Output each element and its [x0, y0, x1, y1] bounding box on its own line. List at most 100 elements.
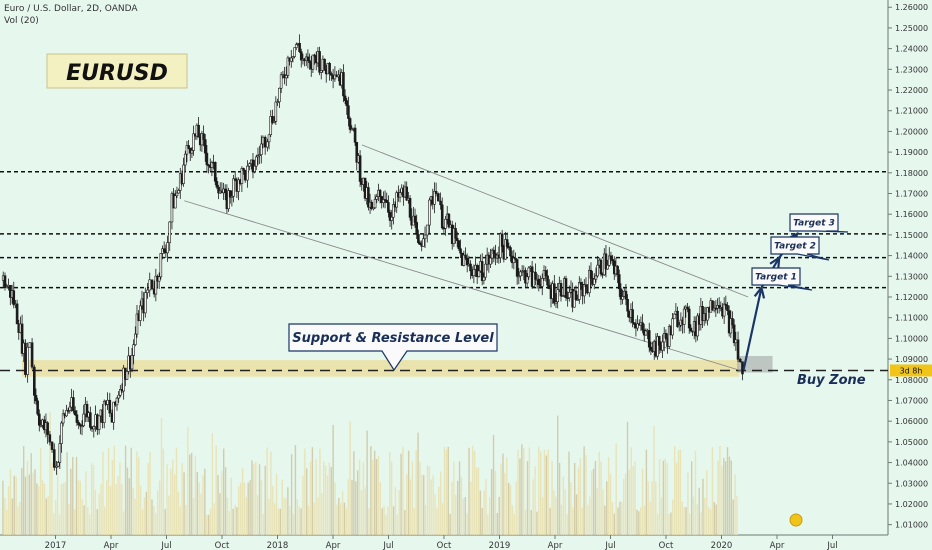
volume-bar	[138, 456, 140, 535]
candle-body	[5, 286, 9, 289]
volume-bar	[694, 450, 697, 535]
volume-bar	[22, 446, 25, 535]
candle-body	[148, 279, 152, 291]
volume-bar	[515, 481, 517, 535]
candle-body	[294, 44, 298, 48]
volume-bar	[730, 460, 733, 535]
candle-body	[125, 371, 129, 380]
candle-body	[584, 284, 588, 288]
price-tick-label: 1.10000	[895, 334, 928, 343]
volume-bar	[173, 474, 176, 535]
volume-bar	[558, 463, 561, 535]
volume-bar	[268, 498, 270, 535]
candle-body	[592, 278, 596, 285]
volume-bar	[724, 461, 727, 535]
candle-body	[134, 333, 137, 346]
volume-bar	[690, 461, 693, 535]
volume-bar	[713, 502, 716, 535]
volume-bar	[421, 474, 423, 535]
volume-bar	[24, 476, 27, 535]
candle-body	[454, 228, 457, 239]
volume-bar	[679, 449, 682, 535]
candle-body	[731, 318, 734, 326]
volume-bar	[204, 468, 206, 535]
volume-bar	[128, 478, 131, 535]
volume-bar	[307, 505, 310, 535]
volume-bar	[172, 459, 174, 535]
candle-body	[92, 426, 96, 430]
volume-bar	[666, 462, 668, 535]
candle-body	[293, 47, 296, 57]
volume-bar	[309, 461, 312, 535]
symbol-badge-box	[46, 53, 188, 89]
volume-bar	[436, 508, 438, 535]
candle-body	[579, 282, 583, 285]
volume-bar	[649, 501, 651, 535]
candle-body	[37, 413, 41, 426]
volume-bar	[324, 465, 327, 535]
time-tick-label: Apr	[104, 541, 119, 550]
volume-bar	[100, 484, 102, 535]
time-tick-label: 2018	[267, 541, 289, 550]
candle-body	[187, 145, 190, 149]
volume-bar	[466, 513, 468, 535]
volume-bar	[355, 481, 357, 535]
candle-body	[433, 191, 436, 205]
candle-body	[323, 58, 326, 70]
volume-bar	[158, 480, 161, 535]
volume-bar	[368, 508, 370, 535]
candle-body	[425, 224, 429, 236]
candle-body	[661, 341, 664, 351]
volume-bar	[519, 458, 521, 535]
price-tick-label: 1.20000	[895, 127, 928, 136]
volume-bar	[543, 450, 546, 535]
volume-bar	[283, 497, 285, 535]
candle-body	[405, 186, 409, 201]
candle-body	[373, 199, 377, 209]
candle-body	[271, 116, 274, 123]
candle-body	[279, 74, 283, 89]
volume-bar	[468, 447, 470, 535]
volume-bar	[226, 497, 229, 535]
volume-bar	[68, 504, 70, 535]
volume-bar	[332, 424, 334, 535]
price-tick-label: 1.01000	[895, 521, 928, 530]
volume-bar	[579, 458, 582, 535]
volume-bar	[175, 447, 178, 535]
candle-body	[671, 318, 674, 336]
volume-bar	[406, 474, 408, 535]
price-tick-label: 1.17000	[895, 190, 928, 199]
candle-body	[578, 282, 581, 300]
volume-bar	[341, 491, 344, 535]
volume-bar	[147, 463, 149, 535]
support-resistance-label-box	[288, 323, 498, 372]
volume-indicator-label[interactable]: Vol (20)	[4, 16, 39, 26]
volume-bar	[517, 449, 519, 535]
volume-bar	[458, 461, 461, 535]
time-tick-label: Jul	[160, 541, 171, 550]
candle-body	[726, 305, 729, 311]
candle-body	[205, 152, 209, 166]
volume-bar	[698, 487, 700, 535]
volume-bar	[102, 451, 104, 535]
volume-bar	[483, 490, 485, 535]
candle-body	[223, 188, 227, 194]
candle-body	[527, 267, 531, 278]
candle-body	[686, 306, 689, 310]
volume-bar	[219, 493, 221, 535]
candle-body	[146, 289, 149, 294]
volume-bar	[230, 477, 232, 535]
volume-bar	[21, 467, 23, 535]
volume-bar	[487, 514, 489, 535]
candle-body	[348, 118, 352, 130]
volume-bar	[624, 473, 627, 535]
volume-bar	[83, 505, 85, 535]
candle-body	[534, 271, 537, 280]
candle-body	[80, 425, 84, 428]
volume-bar	[732, 499, 734, 535]
candle-body	[276, 101, 279, 104]
volume-bar	[160, 417, 163, 535]
volume-bar	[304, 448, 306, 535]
volume-bar	[130, 447, 132, 535]
